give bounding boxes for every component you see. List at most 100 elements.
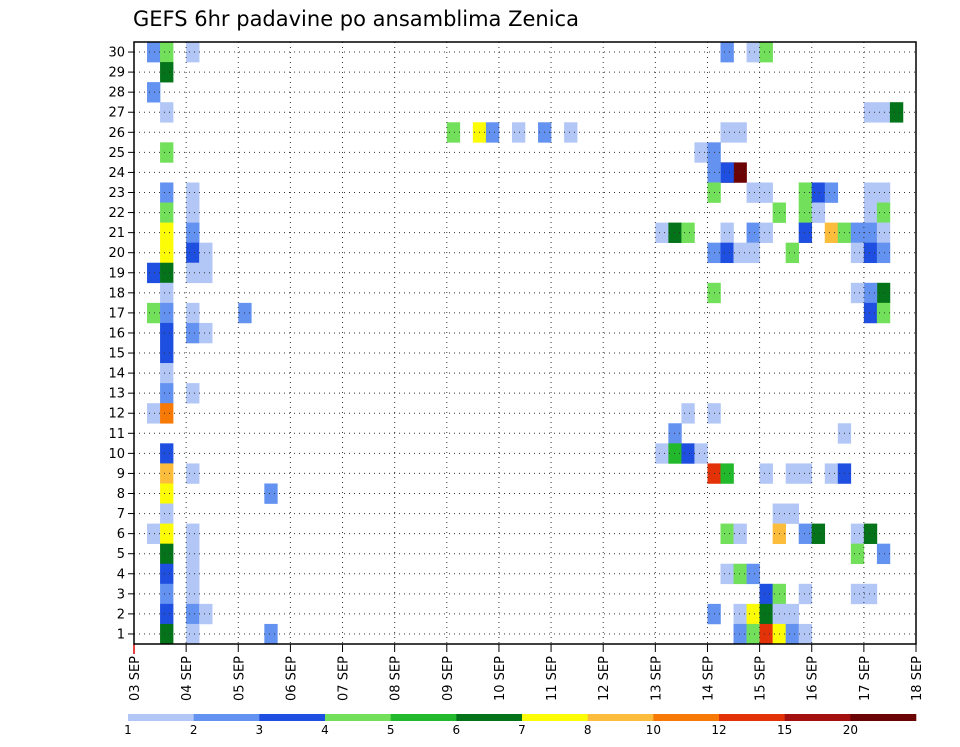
y-tick-label: 6 — [117, 527, 125, 542]
heatmap-cell — [785, 623, 799, 645]
legend-swatch — [259, 714, 326, 721]
y-tick-label: 30 — [108, 46, 125, 61]
heatmap-cell — [863, 102, 878, 123]
heatmap-cell — [264, 623, 278, 645]
heatmap-cell — [147, 523, 161, 544]
heatmap-cell — [759, 583, 773, 605]
heatmap-cell — [186, 322, 200, 344]
plot-frame — [133, 41, 917, 645]
y-tick-label: 25 — [108, 146, 125, 161]
heatmap-cell — [798, 623, 813, 645]
heatmap-cell — [759, 182, 773, 203]
heatmap-cell — [733, 623, 747, 645]
heatmap-cell — [746, 563, 760, 585]
gridlines — [134, 42, 916, 644]
x-tick-label: 10 SEP — [493, 656, 508, 701]
heatmap-cell — [147, 262, 161, 284]
heatmap-cell — [811, 523, 826, 544]
y-axis: 1234567891011121314151617181920212223242… — [108, 46, 134, 642]
heatmap-cell — [186, 463, 200, 484]
x-tick-label: 03 SEP — [128, 656, 143, 701]
heatmap-cell — [199, 322, 213, 344]
heatmap-cell — [160, 483, 174, 504]
heatmap-cell — [186, 623, 200, 645]
heatmap-cell — [798, 463, 813, 484]
heatmap-cell — [655, 222, 669, 243]
heatmap-cell — [160, 623, 174, 645]
y-tick-label: 18 — [108, 286, 125, 301]
heatmap-cell — [720, 42, 734, 63]
legend-swatch — [522, 714, 588, 721]
heatmap-cell — [147, 42, 161, 63]
heatmap-cell — [720, 222, 734, 243]
heatmap-cell — [850, 523, 865, 544]
heatmap-cell — [160, 282, 174, 304]
heatmap-cell — [863, 282, 878, 304]
heatmap-cell — [160, 503, 174, 524]
heatmap-cell — [199, 603, 213, 625]
heatmap-cell — [733, 122, 747, 143]
heatmap-cell — [147, 82, 161, 103]
legend-swatch — [390, 714, 457, 721]
heatmap-cell — [720, 162, 734, 183]
heatmap-cell — [863, 222, 878, 243]
color-legend: 1 2 3 4 5 6 7 8 10 12 15 20 — [124, 714, 917, 737]
heatmap-cell — [681, 443, 695, 464]
legend-label: 8 — [584, 723, 592, 737]
heatmap-cell — [720, 242, 734, 264]
legend-label: 3 — [256, 723, 264, 737]
y-tick-label: 5 — [117, 547, 125, 562]
heatmap-cell — [876, 202, 891, 223]
heatmap-cell — [681, 403, 695, 424]
y-tick-label: 23 — [108, 186, 125, 201]
legend-swatch — [325, 714, 391, 721]
heatmap-cell — [798, 583, 813, 605]
heatmap-cell — [186, 202, 200, 223]
legend-label: 20 — [843, 723, 858, 737]
heatmap-cell — [186, 603, 200, 625]
y-tick-label: 7 — [117, 507, 125, 522]
heatmap-cell — [798, 202, 813, 223]
heatmap-cell — [785, 503, 799, 524]
heatmap-cell — [876, 302, 891, 324]
heatmap-cell — [785, 463, 799, 484]
legend-label: 2 — [190, 723, 198, 737]
heatmap-cell — [733, 242, 747, 264]
y-tick-label: 26 — [108, 126, 125, 141]
heatmap-cell — [160, 222, 174, 243]
heatmap-cell — [668, 423, 682, 444]
x-tick-label: 17 SEP — [858, 656, 873, 701]
legend-swatch — [587, 714, 654, 721]
heatmap-cell — [863, 242, 878, 264]
heatmap-cell — [863, 523, 878, 544]
x-tick-label: 08 SEP — [389, 656, 404, 701]
heatmap-cell — [160, 302, 174, 324]
x-tick-label: 12 SEP — [597, 656, 612, 701]
heatmap-cell — [668, 443, 682, 464]
heatmap-cell — [199, 262, 213, 284]
heatmap-cell — [681, 222, 695, 243]
heatmap-cell — [186, 222, 200, 243]
heatmap-cell — [863, 182, 878, 203]
heatmap-cell — [876, 222, 891, 243]
heatmap-cell — [746, 222, 760, 243]
heatmap-cell — [759, 603, 773, 625]
heatmap-cell — [824, 182, 839, 203]
heatmap-cell — [147, 403, 161, 424]
heatmap-cell — [199, 242, 213, 264]
y-tick-label: 11 — [108, 427, 125, 442]
x-tick-label: 07 SEP — [337, 656, 352, 701]
heatmap-cell — [160, 262, 174, 284]
heatmap-cell — [863, 302, 878, 324]
y-tick-label: 14 — [108, 367, 125, 382]
heatmap-cell — [785, 242, 799, 264]
heatmap-cell — [746, 242, 760, 264]
y-tick-label: 2 — [117, 607, 125, 622]
heatmap-cell — [668, 222, 682, 243]
heatmap-cell — [186, 563, 200, 585]
x-tick-label: 16 SEP — [806, 656, 821, 701]
heatmap-cell — [811, 182, 826, 203]
heatmap-cell — [798, 182, 813, 203]
